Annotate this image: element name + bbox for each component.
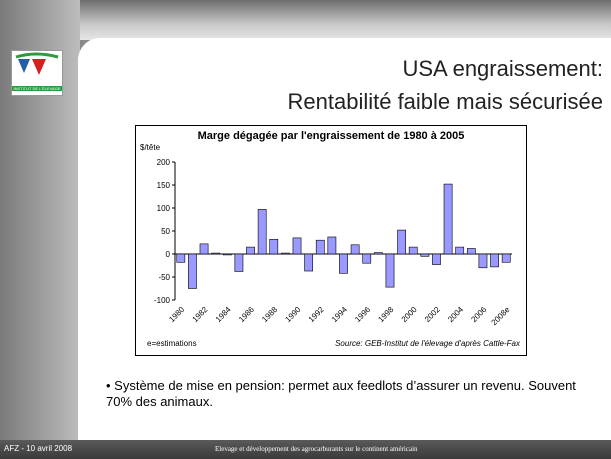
- slide-title: USA engraissement: Rentabilité faible ma…: [288, 52, 604, 118]
- chart-title: Marge dégagée par l'engraissement de 198…: [198, 130, 465, 142]
- bar: [443, 183, 453, 255]
- y-axis-label: $/tête: [140, 143, 161, 152]
- bar: [269, 238, 279, 255]
- chart: Marge dégagée par l'engraissement de 198…: [135, 125, 527, 356]
- bar: [327, 236, 337, 255]
- bar: [408, 246, 418, 255]
- y-tick-label: -100: [154, 296, 171, 305]
- bar: [385, 253, 395, 288]
- bar: [466, 248, 476, 255]
- bar: [234, 253, 244, 272]
- bar: [304, 253, 314, 272]
- bar: [211, 252, 221, 255]
- bar: [188, 253, 197, 289]
- bar: [315, 239, 325, 255]
- note: e=estimations: [147, 339, 197, 348]
- bar: [455, 246, 465, 255]
- bar: [199, 243, 209, 255]
- y-tick-label: 200: [157, 158, 171, 167]
- bar: [246, 246, 255, 255]
- bar: [339, 253, 348, 274]
- bar: [420, 253, 430, 257]
- y-tick-label: 100: [157, 204, 171, 213]
- bar: [432, 253, 441, 265]
- y-tick-label: -50: [158, 273, 170, 282]
- title-line: USA engraissement:: [402, 56, 603, 81]
- logo: INSTITUT DE L'ÉLEVAGE: [11, 50, 63, 96]
- bar: [362, 253, 372, 264]
- footer-center: Elevage et développement des agrocarbura…: [215, 445, 418, 453]
- bar: [292, 237, 302, 255]
- y-tick-label: 50: [161, 227, 170, 236]
- bar: [281, 252, 290, 255]
- bar: [373, 252, 383, 255]
- bar: [176, 253, 186, 263]
- bar: [478, 253, 488, 269]
- bar: [397, 229, 406, 255]
- bullet-text: • Système de mise en pension: permet aux…: [106, 378, 576, 409]
- y-tick-label: 150: [157, 181, 171, 190]
- bar: [501, 253, 511, 263]
- y-tick-label: 0: [166, 250, 171, 259]
- bar: [490, 253, 499, 268]
- top-band: [0, 0, 611, 40]
- footer-left: AFZ - 10 avril 2008: [4, 444, 73, 453]
- source: Source: GEB-Institut de l'élevage d'aprè…: [335, 339, 521, 348]
- title-line: Rentabilité faible mais sécurisée: [287, 89, 604, 114]
- bar: [257, 209, 267, 255]
- logo-text: INSTITUT DE L'ÉLEVAGE: [12, 86, 62, 91]
- bar: [350, 244, 360, 255]
- bar: [222, 253, 232, 256]
- footer: AFZ - 10 avril 2008 Elevage et développe…: [0, 440, 611, 459]
- logo-icon: [15, 52, 59, 75]
